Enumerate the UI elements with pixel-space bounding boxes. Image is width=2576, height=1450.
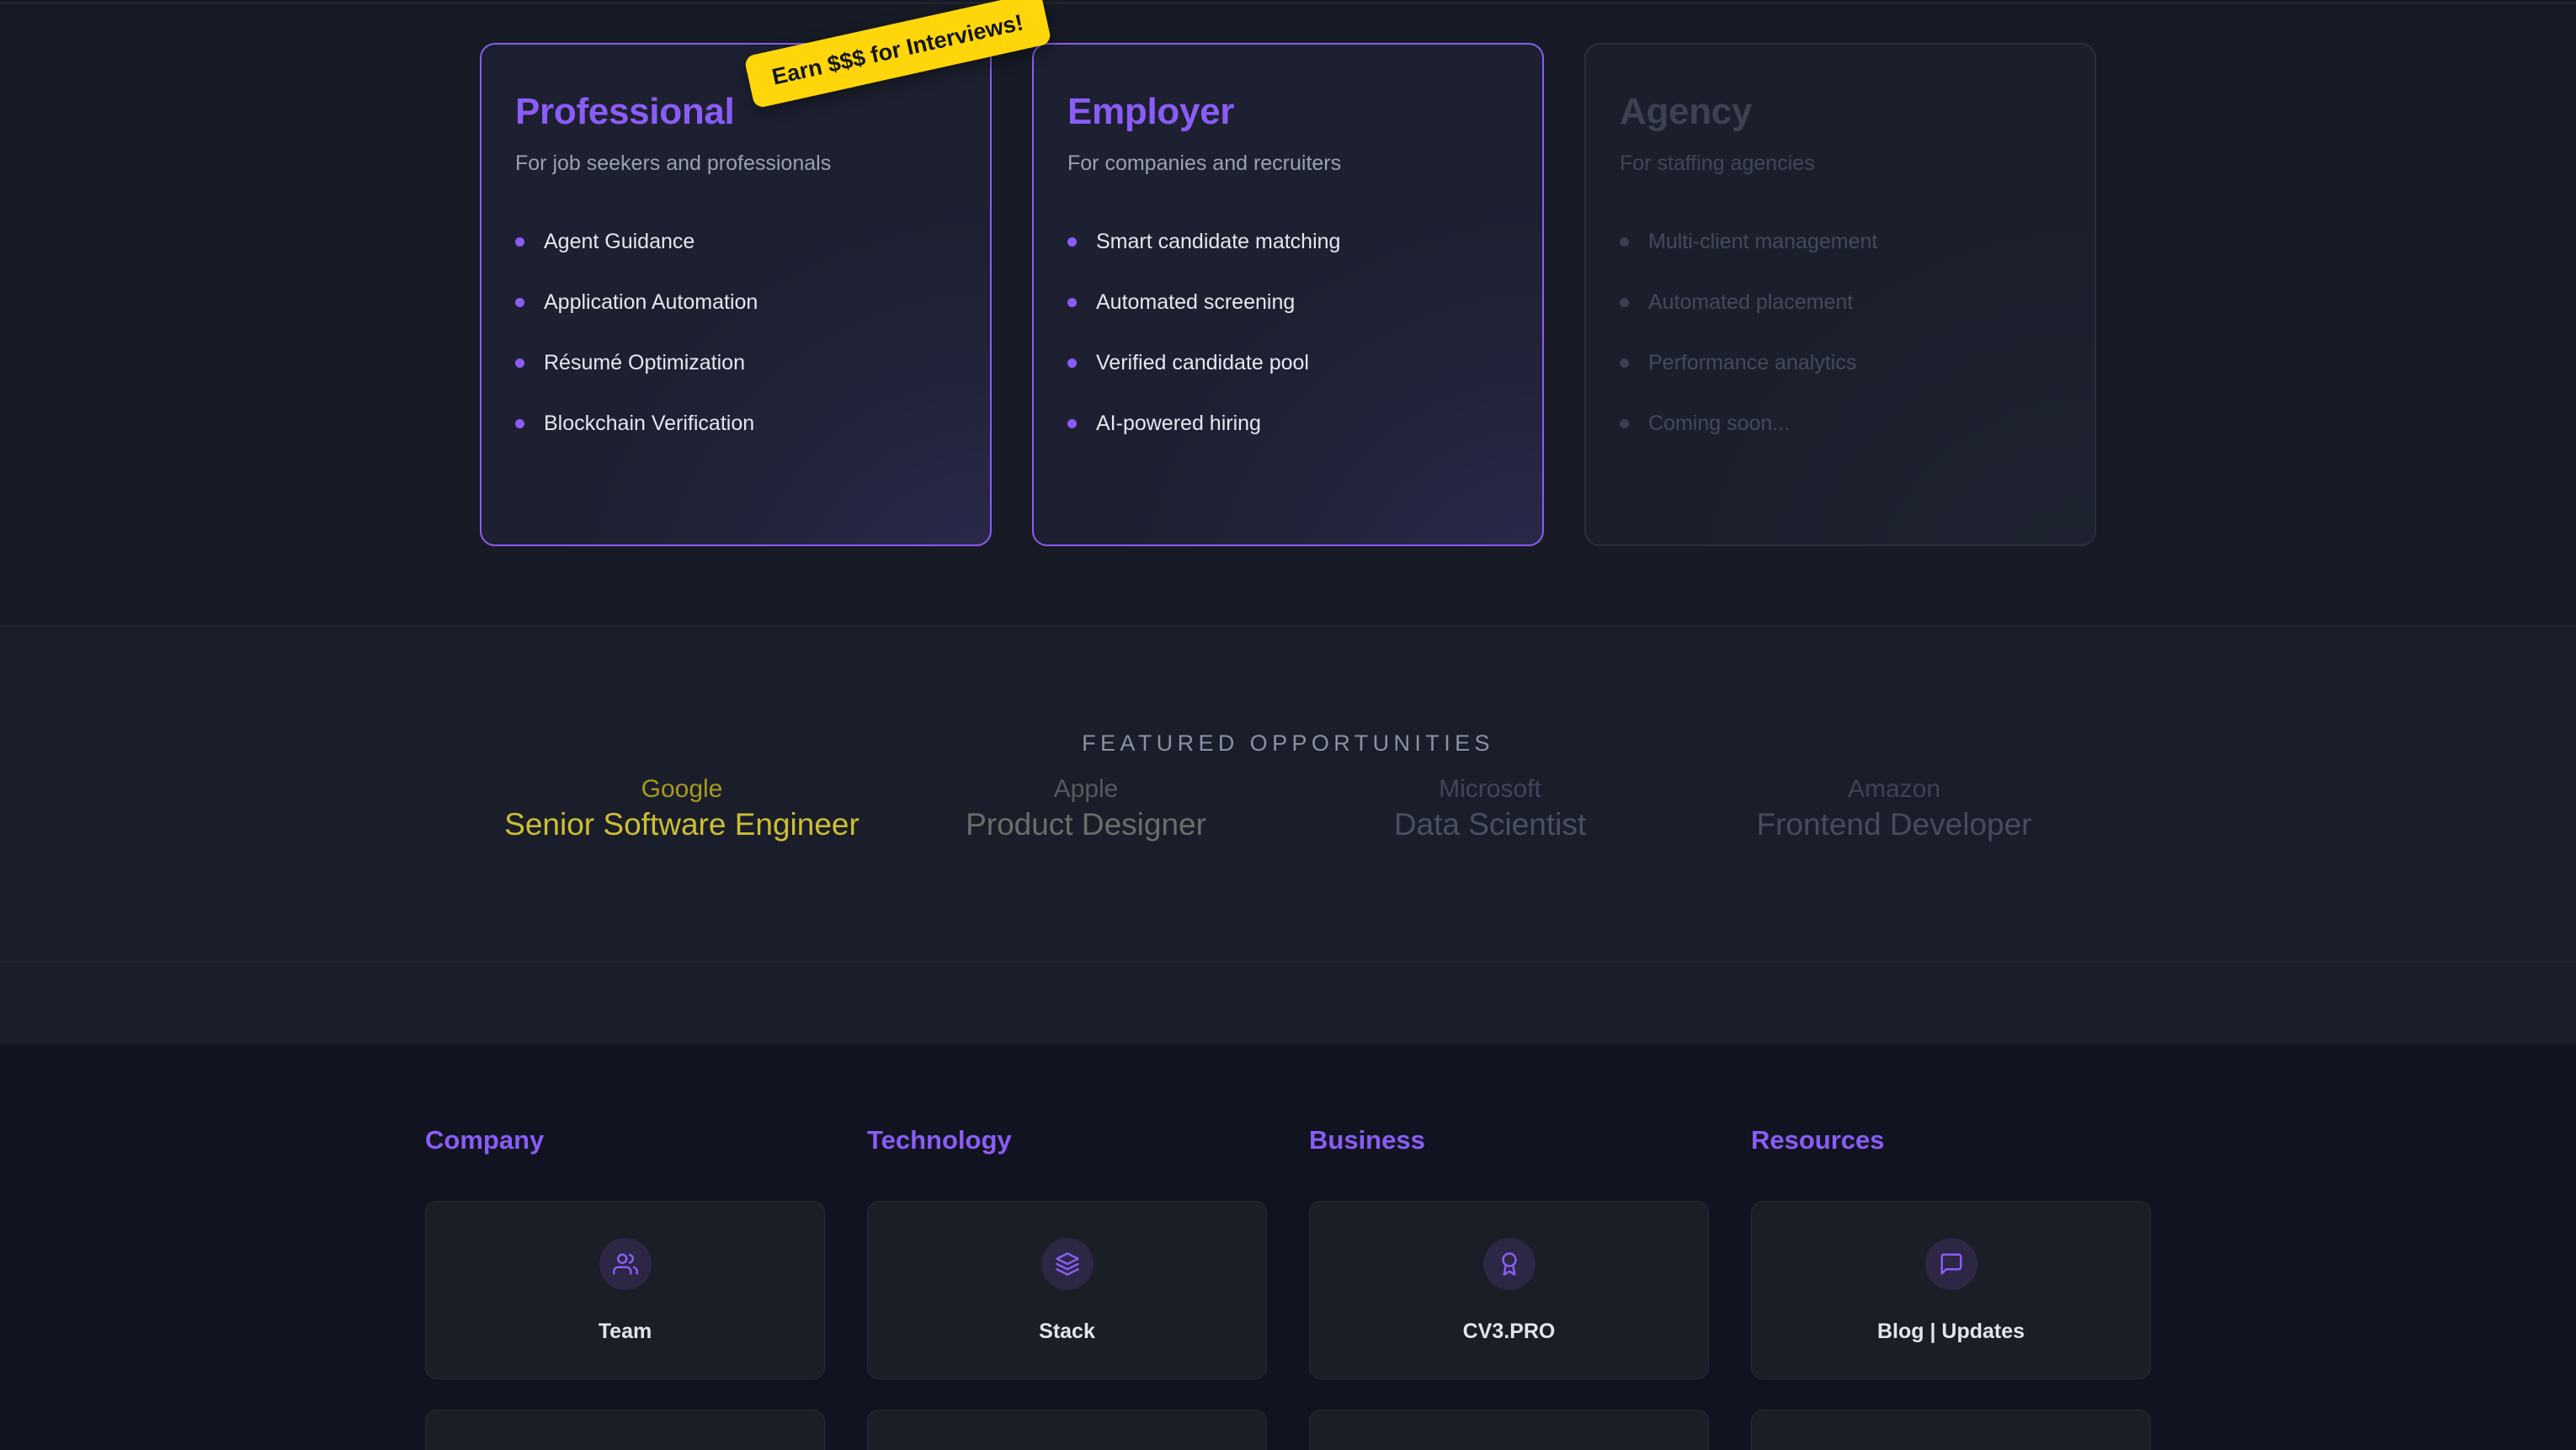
persona-feature-label: Multi-client management	[1648, 229, 1878, 253]
persona-feature-item: Smart candidate matching	[1067, 211, 1509, 272]
persona-feature-list: Smart candidate matching Automated scree…	[1067, 211, 1509, 454]
bullet-dot-icon	[1067, 418, 1077, 428]
persona-feature-label: AI-powered hiring	[1096, 411, 1261, 435]
opportunity-company: Amazon	[1847, 775, 1941, 803]
persona-feature-label: Application Automation	[544, 289, 758, 314]
footer-card-team[interactable]: Team	[425, 1201, 825, 1379]
persona-feature-list: Agent Guidance Application Automation Ré…	[515, 211, 956, 454]
persona-feature-label: Agent Guidance	[544, 229, 695, 253]
opportunity-item[interactable]: Apple Product Designer	[884, 774, 1288, 843]
persona-card-professional[interactable]: Professional For job seekers and profess…	[480, 43, 992, 546]
footer-card-secondary[interactable]	[425, 1410, 825, 1450]
persona-feature-label: Automated placement	[1648, 289, 1854, 314]
opportunity-item[interactable]: Microsoft Data Scientist	[1288, 774, 1692, 843]
persona-card-employer[interactable]: Employer For companies and recruiters Sm…	[1032, 43, 1544, 546]
bullet-dot-icon	[1067, 236, 1077, 247]
footer-card-secondary[interactable]	[1751, 1410, 2151, 1450]
footer-column-title: Resources	[1751, 1125, 1885, 1155]
bullet-dot-icon	[515, 418, 524, 428]
persona-cards-section: Professional For job seekers and profess…	[0, 0, 2576, 624]
footer-column-resources: Resources Blog | Updates	[1751, 1127, 2151, 1450]
persona-cards-row: Professional For job seekers and profess…	[480, 43, 2096, 546]
persona-feature-item: Performance analytics	[1620, 332, 2061, 393]
persona-feature-item: Multi-client management	[1620, 211, 2061, 272]
footer-card-secondary[interactable]	[867, 1410, 1267, 1450]
opportunity-item[interactable]: Google Senior Software Engineer	[480, 774, 884, 843]
persona-feature-label: Smart candidate matching	[1096, 229, 1341, 253]
persona-feature-label: Performance analytics	[1648, 350, 1857, 374]
footer-card-cv3pro[interactable]: CV3.PRO	[1309, 1201, 1709, 1379]
bullet-dot-icon	[1620, 418, 1629, 428]
persona-feature-item: Résumé Optimization	[515, 332, 956, 393]
footer-column-technology: Technology Stack	[867, 1127, 1267, 1450]
section-spacer	[0, 963, 2576, 1044]
featured-opportunities-ticker: Google Senior Software Engineer Apple Pr…	[480, 774, 2096, 843]
footer-card-stack[interactable]: Stack	[867, 1201, 1267, 1379]
users-icon	[599, 1238, 652, 1290]
persona-title: Agency	[1620, 91, 1753, 132]
opportunity-company: Apple	[1053, 775, 1119, 803]
footer-card-label: Team	[598, 1320, 652, 1343]
site-footer: Company Team Technology	[0, 1044, 2576, 1450]
persona-feature-list: Multi-client management Automated placem…	[1620, 211, 2061, 454]
footer-columns: Company Team Technology	[425, 1127, 2151, 1450]
message-square-icon	[1924, 1238, 1977, 1290]
persona-feature-label: Résumé Optimization	[544, 350, 745, 374]
opportunity-company: Microsoft	[1439, 775, 1541, 803]
persona-title: Employer	[1067, 91, 1235, 132]
persona-feature-label: Blockchain Verification	[544, 411, 755, 435]
footer-column-business: Business CV3.PRO	[1309, 1127, 1709, 1450]
persona-feature-label: Automated screening	[1096, 289, 1296, 314]
footer-column-title: Technology	[867, 1125, 1012, 1155]
persona-feature-label: Coming soon...	[1648, 411, 1791, 435]
persona-subtitle: For staffing agencies	[1620, 151, 1815, 175]
footer-card-blog-updates[interactable]: Blog | Updates	[1751, 1201, 2151, 1379]
award-icon	[1482, 1238, 1535, 1290]
persona-card-agency: Agency For staffing agencies Multi-clien…	[1584, 43, 2096, 546]
opportunity-role: Senior Software Engineer	[504, 806, 860, 842]
bullet-dot-icon	[1620, 236, 1629, 247]
footer-column-title: Business	[1309, 1125, 1425, 1155]
featured-opportunities-section	[0, 625, 2576, 962]
opportunity-role: Product Designer	[966, 806, 1206, 842]
persona-feature-item: Automated screening	[1067, 272, 1509, 332]
bullet-dot-icon	[515, 297, 524, 307]
bullet-dot-icon	[1620, 358, 1629, 368]
persona-feature-item: Coming soon...	[1620, 393, 2061, 454]
layers-icon	[1041, 1238, 1094, 1290]
footer-column-company: Company Team	[425, 1127, 825, 1450]
footer-column-title: Company	[425, 1125, 545, 1155]
footer-card-label: Blog | Updates	[1876, 1320, 2025, 1343]
bullet-dot-icon	[1620, 297, 1629, 307]
persona-feature-item: Verified candidate pool	[1067, 332, 1509, 393]
opportunity-role: Data Scientist	[1393, 806, 1587, 842]
bullet-dot-icon	[515, 236, 524, 247]
persona-subtitle: For job seekers and professionals	[515, 151, 832, 175]
bullet-dot-icon	[515, 358, 524, 368]
persona-subtitle: For companies and recruiters	[1067, 151, 1342, 175]
bullet-dot-icon	[1067, 358, 1077, 368]
persona-feature-item: Blockchain Verification	[515, 393, 956, 454]
footer-card-secondary[interactable]	[1309, 1410, 1709, 1450]
opportunity-role: Frontend Developer	[1756, 806, 2032, 842]
persona-feature-item: AI-powered hiring	[1067, 393, 1509, 454]
persona-feature-item: Application Automation	[515, 272, 956, 332]
persona-title: Professional	[515, 91, 735, 132]
persona-feature-label: Verified candidate pool	[1096, 350, 1309, 374]
opportunity-company: Google	[641, 775, 723, 803]
footer-card-label: Stack	[1039, 1320, 1095, 1343]
opportunity-item[interactable]: Amazon Frontend Developer	[1692, 774, 2096, 843]
featured-opportunities-heading: FEATURED OPPORTUNITIES	[1082, 730, 1494, 756]
persona-feature-item: Automated placement	[1620, 272, 2061, 332]
bullet-dot-icon	[1067, 297, 1077, 307]
footer-card-label: CV3.PRO	[1462, 1320, 1556, 1343]
persona-feature-item: Agent Guidance	[515, 211, 956, 272]
